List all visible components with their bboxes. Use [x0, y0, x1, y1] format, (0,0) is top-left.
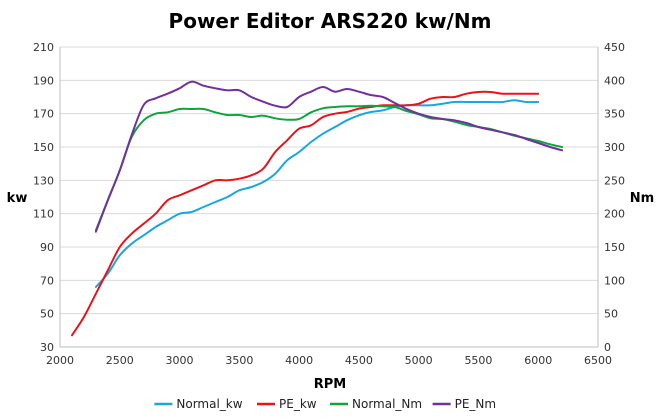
- legend-label: PE_kw: [279, 397, 317, 411]
- gridlines: [60, 46, 598, 348]
- legend-label: Normal_kw: [176, 397, 242, 411]
- series-line-pe-nm: [94, 80, 564, 233]
- x-tick-label: 4000: [285, 354, 313, 367]
- legend-label: Normal_Nm: [352, 397, 422, 411]
- y-tick-label: 110: [33, 208, 54, 221]
- x-tick-label: 6000: [524, 354, 552, 367]
- y2-tick-label: 450: [604, 41, 625, 54]
- x-tick-label: 3000: [166, 354, 194, 367]
- y-tick-label: 210: [33, 41, 54, 54]
- x-tick-label: 5500: [464, 354, 492, 367]
- y-tick-label: 30: [40, 341, 54, 354]
- x-tick-label: 5000: [405, 354, 433, 367]
- series-line-normal-kw: [94, 99, 540, 288]
- legend-label: PE_Nm: [455, 397, 496, 411]
- x-tick-label: 2500: [106, 354, 134, 367]
- y2-axis-label: Nm: [630, 191, 654, 206]
- y2-tick-label: 300: [604, 141, 625, 154]
- y-tick-label: 90: [40, 241, 54, 254]
- series-lines: [71, 80, 564, 337]
- series-line-pe-kw: [71, 90, 540, 337]
- chart-title: Power Editor ARS220 kw/Nm: [169, 9, 492, 33]
- x-tick-label: 2000: [46, 354, 74, 367]
- y-tick-label: 50: [40, 308, 54, 321]
- x-tick-label: 4500: [345, 354, 373, 367]
- y2-tick-label: 150: [604, 241, 625, 254]
- y2-tick-label: 250: [604, 174, 625, 187]
- x-tick-label: 6500: [584, 354, 612, 367]
- y2-tick-label: 100: [604, 274, 625, 287]
- x-tick-label: 3500: [225, 354, 253, 367]
- y-tick-label: 190: [33, 74, 54, 87]
- legend: Normal_kw PE_kw Normal_Nm PE_Nm: [154, 397, 496, 411]
- y2-tick-label: 200: [604, 208, 625, 221]
- y-tick-label: 170: [33, 108, 54, 121]
- x-axis-label: RPM: [314, 377, 346, 392]
- y-tick-label: 130: [33, 174, 54, 187]
- y-tick-label: 70: [40, 274, 54, 287]
- series-line-normal-nm: [94, 104, 564, 232]
- y-tick-label: 150: [33, 141, 54, 154]
- y-axis-label: kw: [7, 191, 28, 206]
- y2-tick-label: 0: [604, 341, 611, 354]
- y2-tick-label: 400: [604, 74, 625, 87]
- y2-tick-label: 50: [604, 308, 618, 321]
- y2-tick-label: 350: [604, 108, 625, 121]
